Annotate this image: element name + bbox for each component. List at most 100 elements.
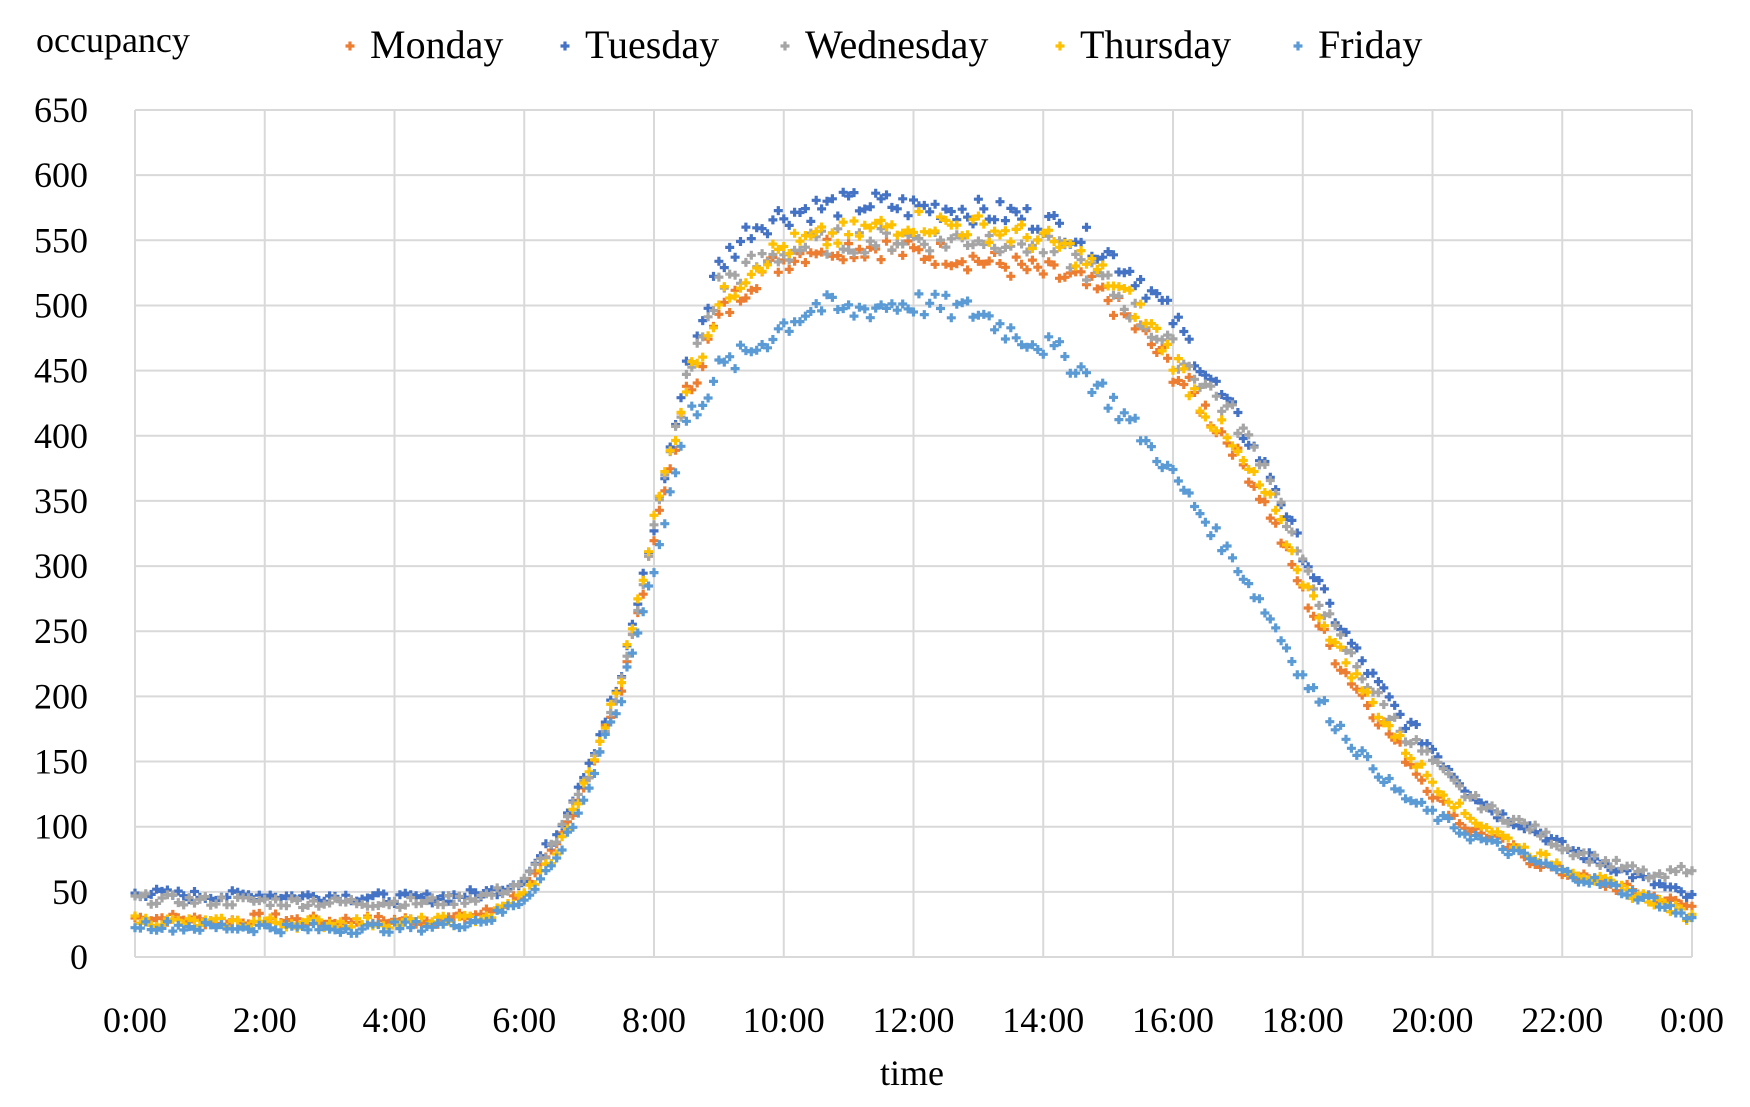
point-friday [876, 300, 886, 310]
point-monday [292, 914, 302, 924]
y-tick-label: 200 [34, 676, 88, 716]
point-monday [1087, 271, 1097, 281]
point-wednesday [757, 249, 767, 259]
point-monday [946, 261, 956, 271]
point-thursday [1298, 580, 1308, 590]
y-axis-label: occupancy [36, 20, 190, 60]
point-thursday [1438, 790, 1448, 800]
point-friday [1449, 823, 1459, 833]
point-wednesday [498, 889, 508, 899]
legend-item-wednesday: Wednesday [780, 22, 988, 67]
point-thursday [1228, 441, 1237, 451]
point-friday [438, 919, 448, 929]
point-friday [1276, 636, 1286, 646]
point-wednesday [898, 239, 908, 249]
point-monday [984, 256, 994, 266]
point-tuesday [741, 222, 751, 232]
point-wednesday [514, 880, 524, 889]
point-wednesday [1233, 428, 1243, 438]
point-tuesday [1217, 390, 1227, 399]
y-tick-label: 300 [34, 546, 88, 586]
point-thursday [363, 912, 372, 922]
point-tuesday [768, 215, 778, 225]
point-monday [1455, 819, 1464, 829]
point-wednesday [979, 240, 989, 249]
legend-item-tuesday: Tuesday [560, 22, 719, 67]
point-tuesday [1238, 434, 1248, 443]
point-wednesday [444, 891, 454, 901]
point-wednesday [1298, 554, 1308, 564]
point-monday [1049, 260, 1059, 270]
point-tuesday [865, 202, 875, 212]
point-thursday [833, 238, 843, 248]
point-wednesday [292, 896, 302, 905]
point-wednesday [330, 893, 340, 903]
point-thursday [1011, 224, 1021, 234]
point-friday [298, 922, 308, 931]
point-friday [730, 364, 740, 374]
point-wednesday [1357, 674, 1367, 684]
point-monday [687, 385, 697, 395]
point-friday [406, 923, 416, 933]
point-wednesday [157, 893, 167, 903]
point-friday [314, 925, 324, 935]
point-friday [963, 296, 973, 306]
point-thursday [265, 913, 275, 923]
point-tuesday [1076, 237, 1086, 247]
point-monday [714, 309, 724, 319]
point-tuesday [1287, 515, 1297, 525]
point-friday [244, 924, 253, 934]
point-friday [1055, 337, 1064, 347]
point-wednesday [260, 894, 270, 904]
y-tick-label: 150 [34, 742, 88, 782]
point-friday [703, 393, 713, 403]
point-friday [1649, 893, 1659, 903]
point-monday [1287, 560, 1297, 569]
point-friday [1460, 829, 1470, 839]
point-monday [271, 909, 281, 919]
point-thursday [1309, 591, 1319, 601]
point-monday [649, 536, 659, 546]
point-friday [1200, 517, 1210, 527]
point-wednesday [1114, 291, 1124, 301]
point-tuesday [973, 194, 983, 204]
point-friday [1525, 854, 1535, 864]
point-wednesday [1103, 270, 1113, 280]
x-tick-label: 18:00 [1262, 1000, 1344, 1040]
point-thursday [1098, 260, 1108, 270]
point-wednesday [195, 894, 205, 904]
point-wednesday [1406, 739, 1416, 749]
point-friday [357, 924, 367, 934]
point-monday [1027, 255, 1037, 265]
point-wednesday [849, 248, 859, 258]
grid-lines [134, 109, 1693, 958]
point-friday [1184, 488, 1194, 498]
point-friday [1082, 368, 1091, 378]
point-monday [952, 259, 962, 269]
point-monday [1000, 262, 1010, 272]
point-thursday [665, 446, 675, 456]
point-thursday [1271, 505, 1281, 515]
point-wednesday [1228, 400, 1237, 410]
point-friday [930, 289, 940, 299]
point-friday [687, 401, 697, 411]
point-friday [941, 290, 951, 300]
point-tuesday [1195, 367, 1205, 377]
point-monday [1265, 513, 1275, 523]
point-friday [1438, 811, 1448, 821]
point-wednesday [1487, 801, 1497, 811]
point-friday [1298, 670, 1308, 680]
point-thursday [773, 244, 783, 254]
point-wednesday [1433, 757, 1443, 767]
x-tick-label: 12:00 [872, 1000, 954, 1040]
point-wednesday [406, 893, 416, 903]
point-wednesday [1601, 856, 1610, 866]
point-thursday [838, 217, 848, 227]
point-tuesday [1390, 700, 1400, 710]
point-monday [1011, 252, 1021, 262]
point-wednesday [1276, 497, 1286, 507]
point-thursday [417, 912, 426, 922]
point-tuesday [784, 220, 794, 230]
point-wednesday [1244, 430, 1254, 440]
